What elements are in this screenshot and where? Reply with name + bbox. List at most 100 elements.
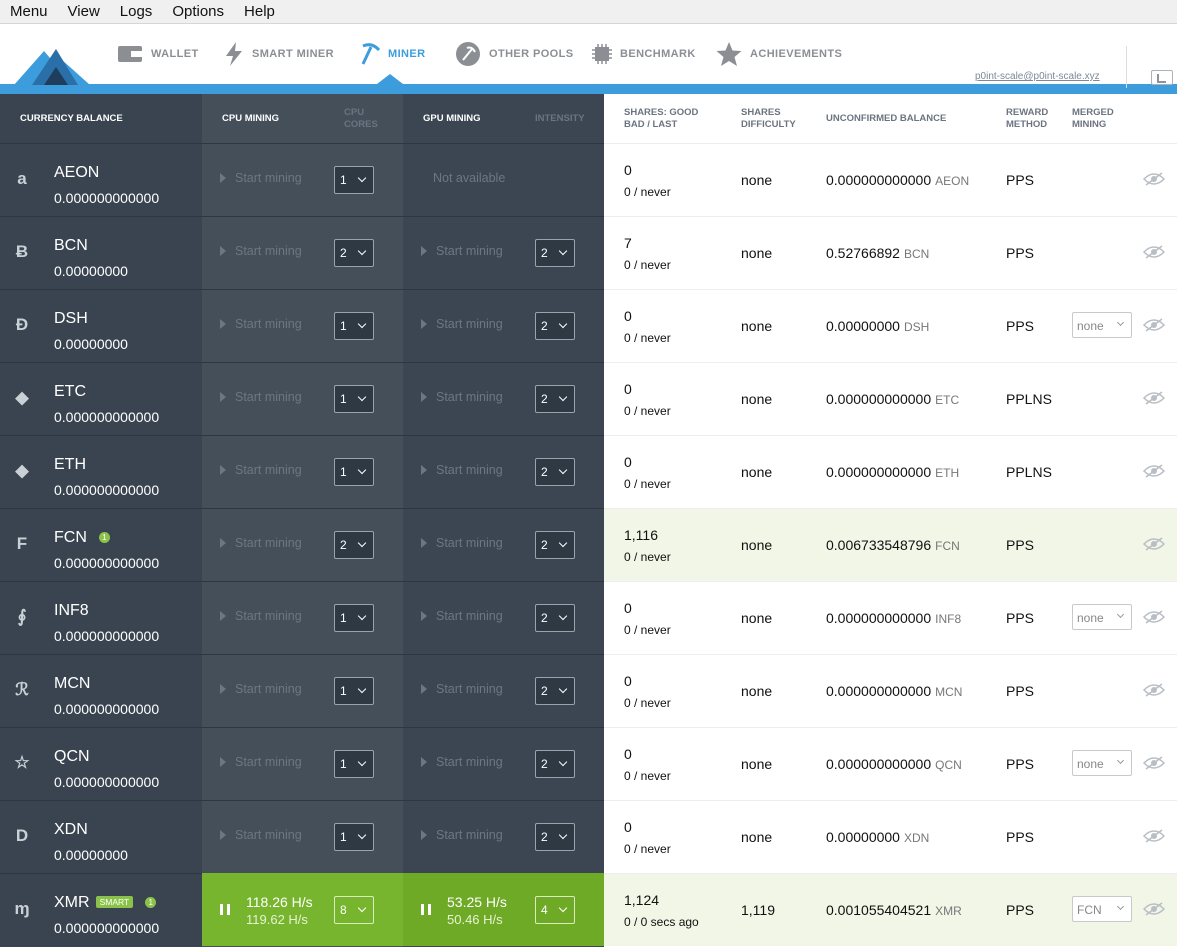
menu-item-logs[interactable]: Logs xyxy=(119,3,153,20)
gpu-start-mining-button[interactable]: Start mining xyxy=(421,317,503,331)
cpu-start-mining-button[interactable]: Start mining xyxy=(220,536,302,550)
intensity-select[interactable]: 2 xyxy=(535,823,575,851)
header-cpu-cores: CPU CORES xyxy=(344,107,378,130)
cpu-start-mining-button[interactable]: Start mining xyxy=(220,755,302,769)
hide-eye-icon[interactable] xyxy=(1142,683,1166,697)
currency-balance: 0.000000000000 xyxy=(54,555,160,571)
intensity-select[interactable]: 2 xyxy=(535,531,575,559)
chevron-down-icon xyxy=(357,903,367,913)
chevron-down-icon xyxy=(357,319,367,329)
cpu-cores-select[interactable]: 1 xyxy=(334,385,374,413)
cpu-start-mining-button[interactable]: Start mining xyxy=(220,171,302,185)
cpu-cores-select[interactable]: 1 xyxy=(334,166,374,194)
unconfirmed-balance: 0.00000000 DSH xyxy=(826,318,930,334)
intensity-select[interactable]: 2 xyxy=(535,604,575,632)
cpu-cores-select[interactable]: 8 xyxy=(334,896,374,924)
menu-item-menu[interactable]: Menu xyxy=(10,3,48,20)
gpu-hashrate-avg: 50.46 H/s xyxy=(447,912,503,927)
cpu-start-mining-button[interactable]: Start mining xyxy=(220,244,302,258)
nav-other-pools[interactable]: OTHER POOLS xyxy=(455,24,573,84)
nav-wallet[interactable]: WALLET xyxy=(117,24,199,84)
cpu-start-mining-button[interactable]: Start mining xyxy=(220,609,302,623)
cpu-start-mining-button[interactable]: Start mining xyxy=(220,828,302,842)
hide-eye-icon[interactable] xyxy=(1142,464,1166,478)
account-link[interactable]: p0int-scale@p0int-scale.xyz xyxy=(975,71,1100,82)
merged-mining-select[interactable]: none xyxy=(1072,750,1132,776)
gpu-start-mining-button[interactable]: Start mining xyxy=(421,755,503,769)
header-intensity: INTENSITY xyxy=(535,113,585,124)
nav-benchmark[interactable]: BENCHMARK xyxy=(592,24,696,84)
intensity-select[interactable]: 2 xyxy=(535,458,575,486)
currency-ticker: XMR SMART 1 xyxy=(54,894,157,912)
gpu-start-mining-button[interactable]: Start mining xyxy=(421,463,503,477)
menu-item-help[interactable]: Help xyxy=(244,3,275,20)
row-divider xyxy=(604,727,1177,728)
unconfirmed-balance: 0.000000000000 AEON xyxy=(826,172,970,188)
reward-method: PPS xyxy=(1006,610,1035,626)
hide-eye-icon[interactable] xyxy=(1142,391,1166,405)
cpu-cores-select[interactable]: 1 xyxy=(334,604,374,632)
gpu-start-mining-button[interactable]: Start mining xyxy=(421,609,503,623)
cpu-start-mining-button[interactable]: Start mining xyxy=(220,682,302,696)
gpu-start-mining-button[interactable]: Start mining xyxy=(421,244,503,258)
hide-eye-icon[interactable] xyxy=(1142,245,1166,259)
menu-item-options[interactable]: Options xyxy=(172,3,225,20)
intensity-select[interactable]: 2 xyxy=(535,677,575,705)
cpu-cores-select[interactable]: 2 xyxy=(334,531,374,559)
merged-mining-select[interactable]: none xyxy=(1072,604,1132,630)
hide-eye-icon[interactable] xyxy=(1142,756,1166,770)
cpu-column xyxy=(202,94,403,947)
shares-good: 0 xyxy=(624,162,632,178)
cpu-cores-select[interactable]: 1 xyxy=(334,750,374,778)
merged-mining-select[interactable]: FCN xyxy=(1072,896,1132,922)
cpu-cores-select[interactable]: 1 xyxy=(334,823,374,851)
reward-method: PPS xyxy=(1006,902,1035,918)
cpu-start-mining-button[interactable]: Start mining xyxy=(220,390,302,404)
chevron-down-icon xyxy=(357,538,367,548)
merged-mining-select[interactable]: none xyxy=(1072,312,1132,338)
hide-eye-icon[interactable] xyxy=(1142,610,1166,624)
currency-balance: 0.000000000000 xyxy=(54,628,160,644)
chevron-down-icon xyxy=(558,319,568,329)
hide-eye-icon[interactable] xyxy=(1142,318,1166,332)
pause-icon[interactable] xyxy=(421,904,431,915)
cpu-cores-select[interactable]: 1 xyxy=(334,458,374,486)
hide-eye-icon[interactable] xyxy=(1142,902,1166,916)
intensity-select[interactable]: 2 xyxy=(535,312,575,340)
intensity-select[interactable]: 4 xyxy=(535,896,575,924)
hide-eye-icon[interactable] xyxy=(1142,172,1166,186)
currency-ticker: AEON xyxy=(54,164,100,181)
hide-eye-icon[interactable] xyxy=(1142,537,1166,551)
balance-column xyxy=(0,94,202,947)
gpu-start-mining-button[interactable]: Start mining xyxy=(421,682,503,696)
currency-ticker: DSH xyxy=(54,310,88,327)
reward-method: PPS xyxy=(1006,829,1035,845)
menu-item-view[interactable]: View xyxy=(67,3,100,20)
chevron-down-icon xyxy=(1116,318,1125,327)
shares-bad-last: 0 / never xyxy=(624,696,671,710)
nav-miner[interactable]: MINER xyxy=(360,24,425,84)
gpu-start-mining-button[interactable]: Start mining xyxy=(421,828,503,842)
gpu-start-mining-button[interactable]: Start mining xyxy=(421,390,503,404)
gpu-start-mining-button[interactable]: Start mining xyxy=(421,536,503,550)
hide-eye-icon[interactable] xyxy=(1142,829,1166,843)
cpu-cores-select[interactable]: 1 xyxy=(334,312,374,340)
nav-smart-miner[interactable]: SMART MINER xyxy=(224,24,334,84)
unconfirmed-balance: 0.000000000000 MCN xyxy=(826,683,963,699)
shares-difficulty: none xyxy=(741,245,773,261)
pause-icon[interactable] xyxy=(220,904,230,915)
cpu-start-mining-button[interactable]: Start mining xyxy=(220,463,302,477)
intensity-select[interactable]: 2 xyxy=(535,239,575,267)
currency-row-fcn: F FCN 1 0.000000000000 Start mining 2 Start mi… xyxy=(0,508,1177,581)
expand-window-icon[interactable] xyxy=(1151,70,1173,85)
currency-row-bcn: Ƀ BCN 0.00000000 Start mining 2 Start mining 2… xyxy=(0,216,1177,289)
intensity-select[interactable]: 2 xyxy=(535,750,575,778)
wallet-icon xyxy=(118,46,142,62)
notification-badge: 1 xyxy=(145,897,157,908)
currency-balance: 0.000000000000 xyxy=(54,482,160,498)
cpu-start-mining-button[interactable]: Start mining xyxy=(220,317,302,331)
cpu-cores-select[interactable]: 1 xyxy=(334,677,374,705)
cpu-cores-select[interactable]: 2 xyxy=(334,239,374,267)
nav-achievements[interactable]: ACHIEVEMENTS xyxy=(716,24,842,84)
intensity-select[interactable]: 2 xyxy=(535,385,575,413)
